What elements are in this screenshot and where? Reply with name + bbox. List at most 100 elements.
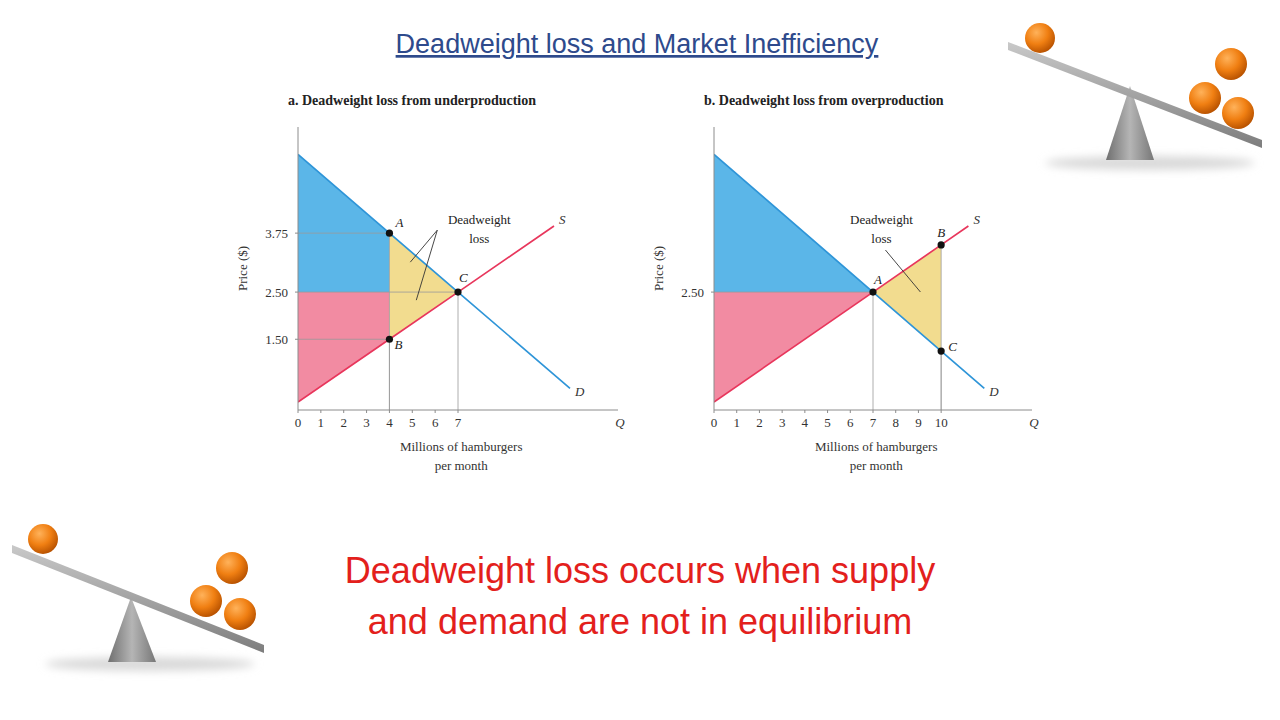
level-line: [298, 233, 389, 234]
x-tick-label: 0: [295, 415, 302, 430]
ball: [224, 598, 256, 630]
x-tick-label: 7: [870, 415, 877, 430]
text-line: per month: [435, 458, 489, 473]
plot-area: [714, 154, 984, 410]
curve-label: D: [988, 384, 999, 399]
level-line: [298, 292, 458, 293]
point: [938, 241, 945, 248]
surplus-area: [873, 245, 941, 351]
surplus-area: [389, 233, 458, 339]
y-tick-label: 3.75: [265, 226, 288, 241]
ball: [1025, 23, 1055, 53]
curve-label: S: [559, 212, 566, 227]
annotation-pointer: [410, 230, 437, 262]
guide-lines: [298, 233, 458, 410]
x-tick-label: 10: [935, 415, 948, 430]
slide: Deadweight loss and Market Inefficiency D…: [0, 0, 1280, 720]
point-label: B: [394, 337, 402, 352]
text-line: Deadweight loss occurs when supply: [345, 550, 935, 591]
x-tick: [918, 410, 919, 413]
plank: [12, 545, 264, 653]
x-tick-label: 2: [756, 415, 763, 430]
x-tick-label: 5: [824, 415, 831, 430]
point: [938, 347, 945, 354]
x-tick: [320, 410, 321, 413]
chart: a. Deadweight loss from underproduction 0…: [235, 93, 625, 473]
x-tick-label: 5: [409, 415, 416, 430]
point: [454, 288, 461, 295]
drop-line: [389, 339, 390, 410]
seesaw-icon: [1008, 23, 1262, 170]
surplus-area: [298, 154, 389, 292]
y-axis: [714, 127, 715, 410]
y-axis: [298, 127, 299, 410]
curve-label: D: [574, 384, 585, 399]
ball: [190, 585, 222, 617]
point-label: B: [937, 225, 945, 240]
x-axis-label: Millions of hamburgersper month: [815, 439, 938, 473]
x-tick: [759, 410, 760, 413]
x-tick: [850, 410, 851, 413]
x-tick: [458, 410, 459, 413]
x-tick: [941, 410, 942, 413]
drop-line: [389, 233, 390, 410]
text-line: Deadweight: [448, 212, 511, 227]
x-tick: [298, 410, 299, 413]
x-tick: [714, 410, 715, 413]
x-tick-label: 7: [455, 415, 462, 430]
x-tick: [412, 410, 413, 413]
y-tick: [295, 339, 298, 340]
chart-title: b. Deadweight loss from overproduction: [704, 93, 944, 108]
annotation-pointer: [885, 250, 920, 292]
text-line: loss: [469, 231, 489, 246]
y-tick-label: 2.50: [265, 285, 288, 300]
x-tick-label: 9: [915, 415, 922, 430]
text-line: loss: [871, 231, 891, 246]
caption: Deadweight loss occurs when supply and de…: [345, 550, 935, 642]
chart: b. Deadweight loss from overproduction01…: [651, 93, 1039, 473]
y-axis-label: Price ($): [651, 246, 666, 291]
y-tick-label: 2.50: [681, 285, 704, 300]
level-line: [714, 292, 873, 293]
ball: [1189, 82, 1221, 114]
x-tick-label: 1: [733, 415, 740, 430]
x-tick-label: 6: [432, 415, 439, 430]
ball: [1215, 48, 1247, 80]
curve-line: [714, 154, 984, 388]
curve-line: [298, 154, 570, 388]
x-tick-label: 6: [847, 415, 854, 430]
plank: [1008, 42, 1262, 148]
x-tick: [389, 410, 390, 413]
chart-title: a. Deadweight loss from underproduction: [288, 93, 536, 108]
slide-title: Deadweight loss and Market Inefficiency: [396, 29, 879, 59]
y-tick: [711, 292, 714, 293]
x-tick-label: 3: [363, 415, 370, 430]
x-tick-label: 4: [802, 415, 809, 430]
text-line: Deadweight: [850, 212, 913, 227]
text-line: and demand are not in equilibrium: [368, 601, 912, 642]
point-label: C: [459, 270, 468, 285]
drop-line: [458, 292, 459, 410]
y-tick: [295, 292, 298, 293]
x-tick: [435, 410, 436, 413]
y-axis-label: Price ($): [235, 246, 250, 291]
ball: [216, 552, 248, 584]
curve-line: [298, 226, 554, 402]
curve-label: S: [973, 212, 980, 227]
x-axis-symbol: Q: [1029, 415, 1039, 430]
x-tick: [736, 410, 737, 413]
x-tick-label: 0: [711, 415, 718, 430]
ball: [28, 524, 58, 554]
x-tick: [873, 410, 874, 413]
annotation-pointer: [416, 230, 437, 300]
seesaw-icon: [12, 524, 264, 671]
x-axis-symbol: Q: [615, 415, 625, 430]
x-tick-label: 2: [340, 415, 347, 430]
curve-line: [714, 226, 968, 402]
x-tick: [366, 410, 367, 413]
drop-line: [941, 245, 942, 410]
point-label: A: [873, 272, 882, 287]
x-tick-label: 1: [318, 415, 325, 430]
x-tick: [895, 410, 896, 413]
x-tick: [827, 410, 828, 413]
